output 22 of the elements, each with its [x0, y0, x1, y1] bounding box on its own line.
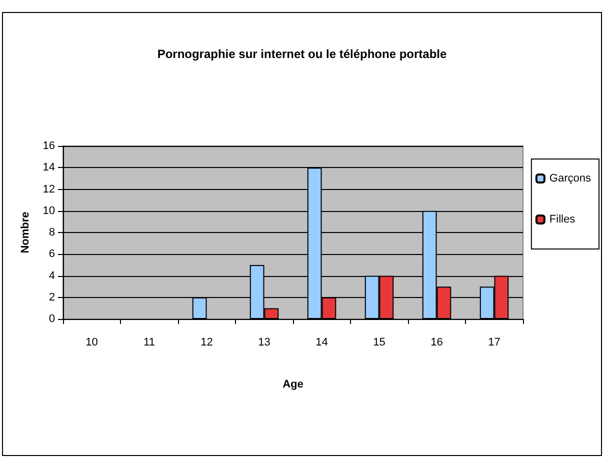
y-tick-label: 10: [42, 204, 55, 217]
y-tick-label: 2: [48, 291, 55, 304]
x-tick-label: 14: [316, 336, 328, 348]
legend-label: Garçons: [549, 172, 592, 184]
y-tick-label: 16: [42, 140, 55, 152]
y-tick-label: 8: [48, 226, 55, 238]
y-tick-label: 0: [48, 313, 55, 325]
x-tick-label: 17: [488, 336, 500, 348]
y-axis-title: Nombre: [20, 212, 32, 254]
y-tick-label: 12: [42, 183, 55, 196]
legend-label: Filles: [549, 214, 576, 226]
y-tick-label: 14: [42, 162, 55, 174]
x-tick-label: 11: [144, 336, 155, 348]
x-tick-label: 15: [373, 336, 386, 348]
x-tick-label: 10: [86, 336, 98, 348]
x-tick-label: 16: [430, 336, 443, 348]
y-tick-label: 6: [48, 248, 55, 260]
x-tick-label: 12: [200, 336, 213, 348]
chart-title: Pornographie sur internet ou le téléphone portable: [157, 47, 448, 61]
x-tick-label: 13: [258, 336, 270, 348]
x-axis-title: Age: [282, 378, 304, 390]
y-tick-label: 4: [48, 270, 55, 282]
